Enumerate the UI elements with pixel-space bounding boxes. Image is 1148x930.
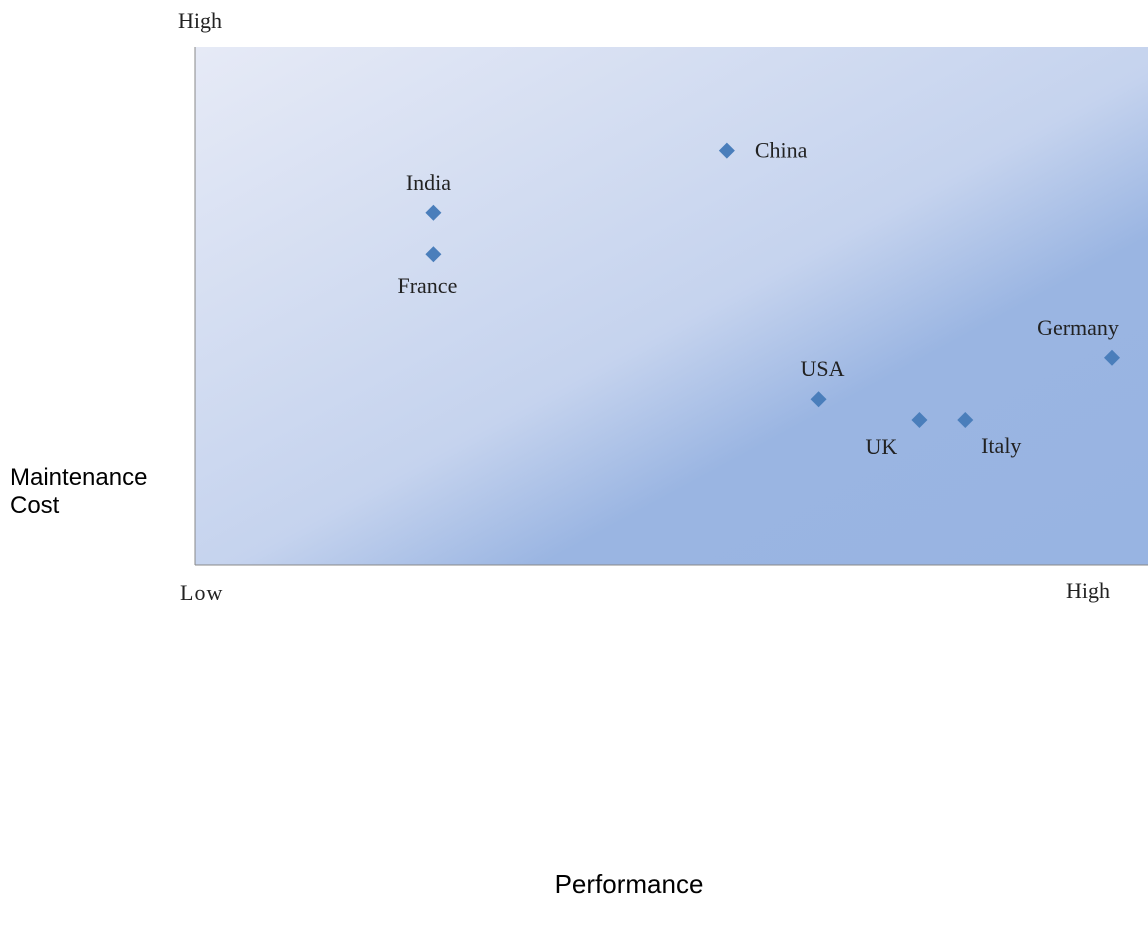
data-point-italy [957, 411, 974, 428]
data-label-germany: Germany [1037, 315, 1119, 340]
data-label-italy: Italy [981, 433, 1021, 458]
data-point-germany [1104, 349, 1120, 366]
data-point-france [425, 246, 442, 263]
data-label-uk: UK [866, 434, 898, 459]
data-marks: China India France Germany USA UK Italy [397, 138, 1120, 459]
data-point-usa [810, 391, 827, 408]
data-point-uk [911, 411, 928, 428]
data-label-china: China [755, 138, 808, 163]
x-axis-low-label: Low [180, 580, 224, 605]
data-label-usa: USA [801, 356, 845, 381]
y-axis-high-label: High [178, 8, 222, 33]
x-axis-title: Performance [554, 869, 704, 899]
data-label-india: India [406, 170, 451, 195]
x-axis-high-label: High [1066, 578, 1110, 603]
data-point-china [718, 142, 735, 159]
data-point-india [425, 204, 442, 221]
y-axis-title: Maintenance Cost [10, 464, 148, 519]
data-label-france: France [397, 273, 457, 298]
plot-area [195, 47, 1148, 565]
